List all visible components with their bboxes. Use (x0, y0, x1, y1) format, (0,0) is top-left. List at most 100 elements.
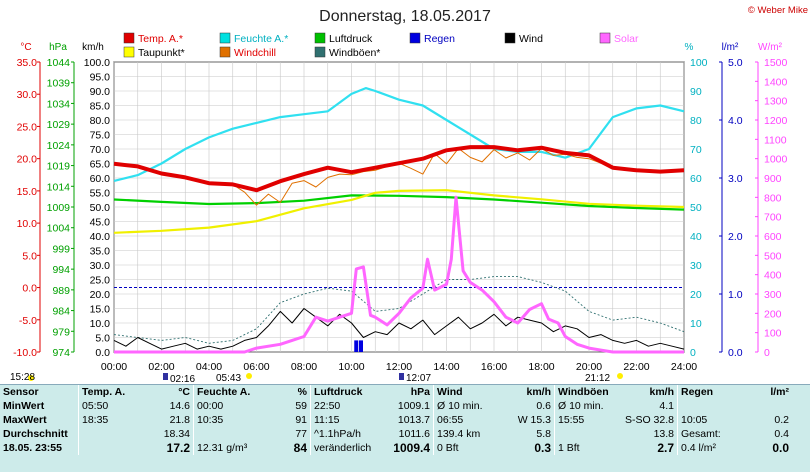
stats-cell: 10:35 (193, 413, 262, 427)
stats-row-label: Durchschnitt (3, 428, 68, 440)
wind-tick-label: 50.0 (90, 202, 111, 214)
legend-swatch (219, 32, 231, 44)
series-temp-a (113, 145, 685, 193)
moonrise-icon (163, 373, 168, 380)
header-rain: Regen (677, 385, 742, 399)
moon-transit-time: 12:07 (406, 373, 431, 384)
legend-label: Temp. A.* (138, 33, 183, 45)
legend-swatch (504, 32, 516, 44)
legend-label: Taupunkt* (138, 47, 185, 59)
header-humidity: Feuchte A. (193, 385, 262, 399)
stats-row: MaxWert 18:35 21.8 10:35 91 11:15 1013.7 06:55 W… (0, 413, 792, 427)
copyright-label: © Weber Mike (748, 5, 808, 16)
sunset-icon (617, 373, 623, 379)
stats-cell: 14.6 (169, 400, 190, 412)
pressure-tick-label: 1024 (47, 140, 71, 152)
legend-label: Luftdruck (329, 33, 373, 45)
axis-unit-pressure: hPa (49, 42, 67, 53)
pressure-tick-label: 1009 (47, 202, 71, 214)
sunrise-icon (246, 373, 252, 379)
x-tick-label: 22:00 (623, 361, 649, 373)
wind-tick-label: 65.0 (90, 159, 111, 171)
header-pressure-unit: hPa (410, 386, 430, 398)
pressure-tick-label: 1044 (47, 57, 71, 69)
chart-title: Donnerstag, 18.05.2017 (319, 8, 491, 25)
stats-cell: 22:50 (310, 399, 381, 413)
stats-cell: 0.0 (772, 441, 789, 455)
legend-label: Wind (519, 33, 543, 45)
x-tick-label: 04:00 (196, 361, 222, 373)
solar-tick-label: 1200 (764, 115, 788, 127)
header-temp: Temp. A. (78, 385, 135, 399)
temp-tick-label: 20.0 (17, 154, 38, 166)
humidity-tick-label: 30 (690, 260, 702, 272)
header-gusts: Windböen (554, 385, 621, 399)
statistics-panel: Sensor Temp. A. °C Feuchte A. % Luftdruc… (0, 384, 810, 472)
legend-label: Windchill (234, 47, 276, 59)
stats-cell: 77 (295, 428, 307, 440)
solar-tick-label: 1400 (764, 76, 788, 88)
humidity-tick-label: 80 (690, 115, 702, 127)
rain-tick-label: 0.0 (728, 347, 743, 359)
solar-tick-label: 100 (764, 328, 782, 340)
x-tick-label: 08:00 (291, 361, 317, 373)
x-tick-label: 06:00 (243, 361, 269, 373)
series-windchill (113, 147, 685, 206)
temp-tick-label: 15.0 (17, 186, 38, 198)
legend-swatch (219, 46, 231, 58)
temp-tick-label: -5.0 (19, 315, 37, 327)
stats-cell: 1009.4 (393, 441, 430, 455)
stats-cell (742, 399, 792, 413)
sun-marker-icon (28, 375, 34, 381)
wind-tick-label: 100.0 (84, 57, 110, 69)
stats-cell: Gesamt: (677, 427, 742, 441)
stats-cell: 05:50 (78, 399, 135, 413)
x-tick-label: 16:00 (481, 361, 507, 373)
series-feuchte-a (113, 86, 685, 182)
legend-swatch (409, 32, 421, 44)
header-sensor: Sensor (3, 386, 39, 398)
weather-chart: Donnerstag, 18.05.2017 © Weber Mike Temp… (10, 5, 808, 384)
pressure-tick-label: 1039 (47, 78, 71, 90)
wind-tick-label: 60.0 (90, 173, 111, 185)
x-tick-label: 12:00 (386, 361, 412, 373)
sunrise-time: 05:43 (216, 373, 241, 384)
stats-cell: 15:55 (554, 413, 621, 427)
stats-cell: 0.3 (534, 441, 551, 455)
stats-row: MinWert 05:50 14.6 00:00 59 22:50 1009.1 Ø 10 m… (0, 399, 792, 413)
humidity-tick-label: 40 (690, 231, 702, 243)
wind-tick-label: 5.0 (95, 333, 110, 345)
solar-tick-label: 200 (764, 308, 782, 320)
stats-cell: 1009.1 (397, 400, 430, 412)
stats-cell: 139.4 km (433, 427, 502, 441)
solar-tick-label: 300 (764, 289, 782, 301)
wind-tick-label: 70.0 (90, 144, 111, 156)
pressure-tick-label: 1019 (47, 161, 71, 173)
solar-tick-label: 800 (764, 192, 782, 204)
stats-cell: Ø 10 min. (433, 399, 502, 413)
legend-label: Windböen* (329, 47, 380, 59)
temp-tick-label: 30.0 (17, 89, 38, 101)
legend-swatch (123, 32, 135, 44)
pressure-tick-label: 994 (52, 264, 70, 276)
rain-bar (359, 340, 363, 352)
stats-cell: 1013.7 (397, 414, 430, 426)
wind-tick-label: 0.0 (95, 347, 110, 359)
rain-tick-label: 5.0 (728, 57, 743, 69)
rain-bar (354, 340, 359, 352)
wind-tick-label: 25.0 (90, 275, 111, 287)
wind-tick-label: 95.0 (90, 72, 111, 84)
legend-label: Regen (424, 33, 455, 45)
stats-cell: 11:15 (310, 413, 381, 427)
stats-cell: Ø 10 min. (554, 399, 621, 413)
x-tick-label: 14:00 (433, 361, 459, 373)
rain-tick-label: 4.0 (728, 115, 743, 127)
stats-row-label: MinWert (3, 400, 45, 412)
stats-cell: 10:05 (677, 413, 742, 427)
humidity-tick-label: 20 (690, 289, 702, 301)
stats-header-row: Sensor Temp. A. °C Feuchte A. % Luftdruc… (0, 385, 792, 399)
stats-cell: 1 Bft (554, 441, 621, 455)
stats-cell (554, 427, 621, 441)
axis-unit-humidity: % (685, 42, 694, 53)
pressure-tick-label: 1029 (47, 119, 71, 131)
